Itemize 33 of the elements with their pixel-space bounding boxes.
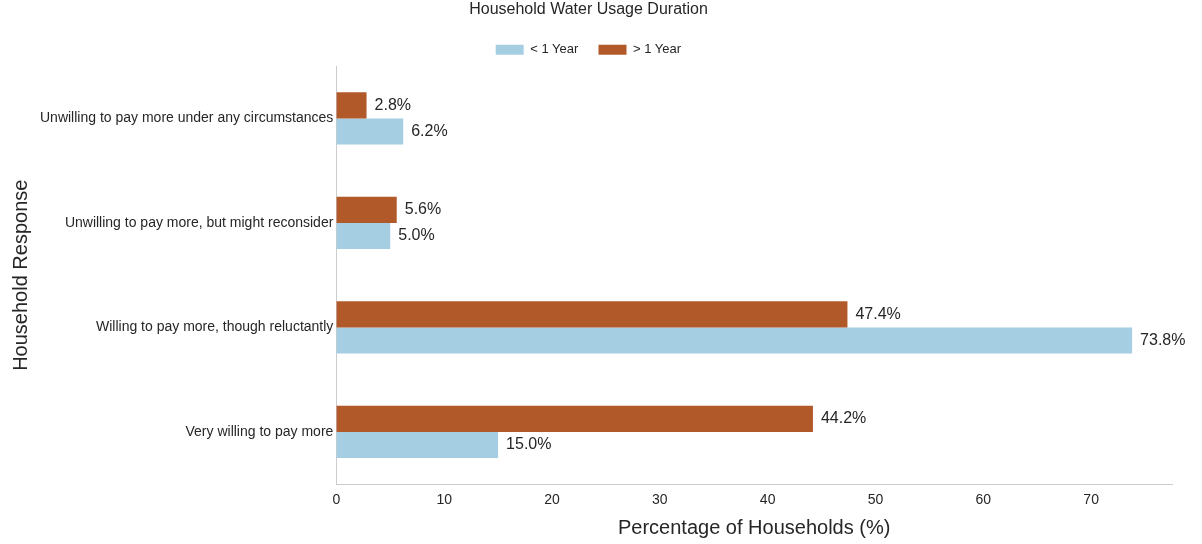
- y-axis-title: Household Response: [8, 179, 31, 371]
- data-label: 15.0%: [506, 435, 552, 453]
- bar: [336, 405, 813, 432]
- data-label: 44.2%: [820, 409, 867, 427]
- data-label: 47.4%: [855, 304, 901, 322]
- y-tick-label: Unwilling to pay more, but might reconsider: [64, 213, 334, 230]
- bar: [336, 431, 499, 459]
- bar: [336, 92, 367, 119]
- x-axis-title: Percentage of Households (%): [617, 515, 891, 538]
- x-tick-label: 70: [1083, 491, 1100, 508]
- legend-title: Household Water Usage Duration: [469, 0, 708, 18]
- x-tick-label: 30: [652, 491, 668, 508]
- x-tick-label: 0: [332, 491, 341, 508]
- bar: [336, 118, 404, 145]
- x-tick-label: 10: [436, 491, 453, 508]
- data-label: 2.8%: [374, 95, 412, 113]
- y-tick-label: Willing to pay more, though reluctantly: [96, 318, 334, 335]
- legend-label: > 1 Year: [633, 41, 682, 57]
- y-tick-label: Very willing to pay more: [185, 422, 334, 439]
- bar: [336, 301, 848, 328]
- bar: [336, 196, 397, 223]
- data-label: 73.8%: [1140, 330, 1186, 348]
- data-label: 5.0%: [398, 226, 435, 244]
- data-label: 6.2%: [411, 121, 448, 139]
- y-tick-label: Unwilling to pay more under any circumstances: [39, 109, 334, 126]
- bar: [336, 327, 1133, 354]
- x-tick-label: 60: [975, 491, 992, 508]
- x-tick-label: 40: [759, 491, 776, 508]
- legend-label: < 1 Year: [530, 41, 579, 57]
- x-tick-label: 50: [867, 491, 884, 508]
- x-tick-label: 20: [544, 491, 560, 508]
- bar: [336, 222, 391, 250]
- data-label: 5.6%: [404, 200, 442, 218]
